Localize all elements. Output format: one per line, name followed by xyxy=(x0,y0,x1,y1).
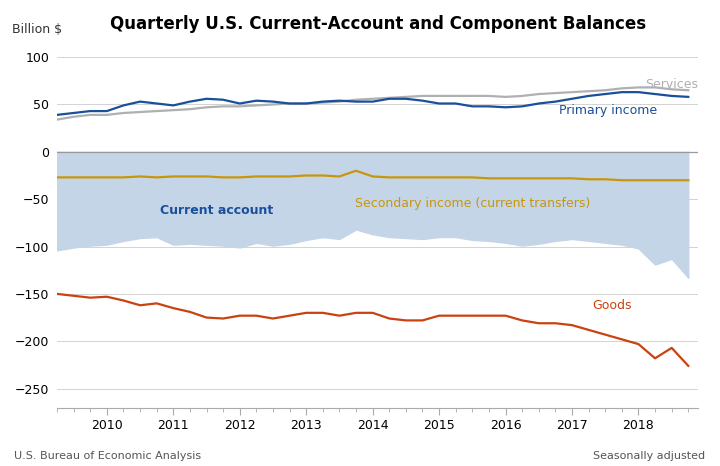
Text: Current account: Current account xyxy=(160,204,274,217)
Text: Services: Services xyxy=(645,78,698,91)
Title: Quarterly U.S. Current-Account and Component Balances: Quarterly U.S. Current-Account and Compo… xyxy=(109,15,646,33)
Text: Goods: Goods xyxy=(592,299,631,312)
Text: Seasonally adjusted: Seasonally adjusted xyxy=(593,452,706,461)
Text: Primary income: Primary income xyxy=(559,103,657,116)
Text: Billion $: Billion $ xyxy=(12,22,62,35)
Text: U.S. Bureau of Economic Analysis: U.S. Bureau of Economic Analysis xyxy=(14,452,202,461)
Text: Secondary income (current transfers): Secondary income (current transfers) xyxy=(355,198,590,211)
